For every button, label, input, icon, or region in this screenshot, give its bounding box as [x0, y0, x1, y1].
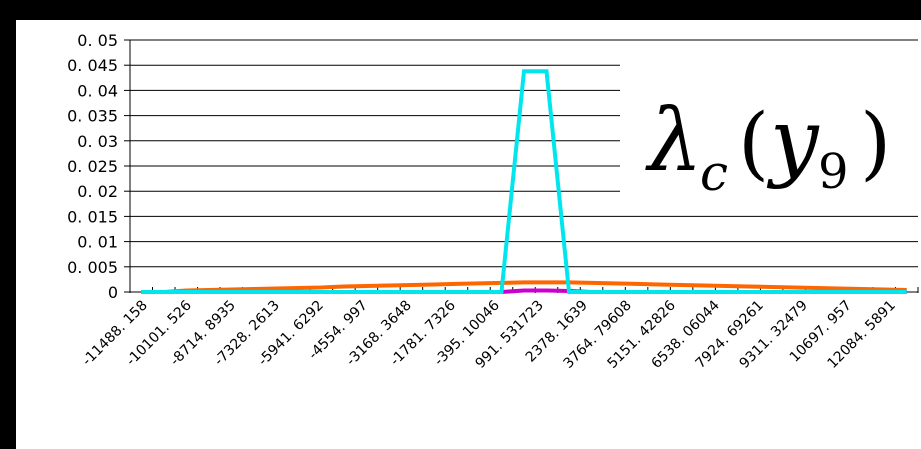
y-tick-label: 0. 045	[67, 56, 118, 75]
formula-close-paren: )	[860, 96, 891, 189]
y-tick-label: 0. 025	[67, 157, 118, 176]
chart-frame: 0 0. 005 0. 01 0. 015 0. 02 0. 025 0. 03 0. 035…	[16, 20, 921, 449]
formula-annotation: λ c ( y 9 )	[620, 48, 918, 202]
y-tick-label: 0. 02	[77, 182, 118, 201]
formula-y: y	[766, 91, 820, 191]
chart-svg: 0 0. 005 0. 01 0. 015 0. 02 0. 025 0. 03 0. 035…	[67, 31, 919, 372]
y-tick-label: 0. 05	[77, 31, 118, 50]
y-axis-ticks: 0 0. 005 0. 01 0. 015 0. 02 0. 025 0. 03 0. 035…	[67, 31, 118, 302]
formula-open-paren: (	[738, 96, 769, 189]
y-tick-label: 0. 035	[67, 107, 118, 126]
series-line	[141, 69, 907, 294]
y-tick-label: 0. 005	[67, 258, 118, 277]
y-tick-label: 0. 01	[77, 233, 118, 252]
y-tick-label: 0. 015	[67, 207, 118, 226]
formula-background	[620, 48, 918, 198]
series-lines	[141, 69, 907, 294]
series-line	[141, 280, 907, 294]
y-tick-label: 0. 04	[77, 81, 118, 100]
y-tick-label: 0. 03	[77, 132, 118, 151]
formula-lambda: λ	[645, 91, 703, 191]
y-tick-label: 0	[108, 283, 118, 302]
formula-subscript-c: c	[700, 144, 728, 202]
formula-subscript-9: 9	[818, 144, 849, 200]
x-axis-ticks: -11488. 158-10101. 526-8714. 8935-7328. …	[79, 297, 899, 371]
